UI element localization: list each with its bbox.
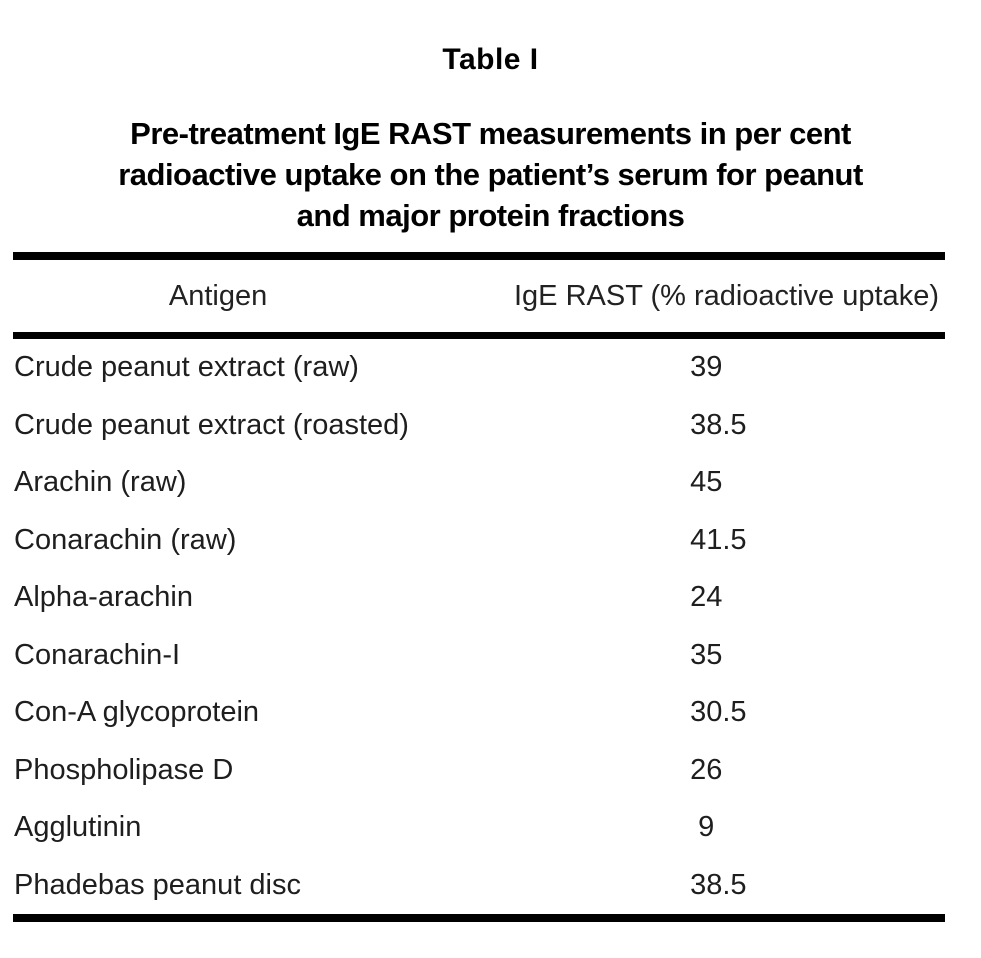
table-row: Phospholipase D 26	[13, 742, 945, 800]
table-row: Phadebas peanut disc 38.5	[13, 857, 945, 915]
top-rule	[13, 252, 945, 260]
rast-value: 45	[690, 466, 723, 499]
value-cell: 38.5	[423, 869, 945, 902]
table-row: Agglutinin 9	[13, 799, 945, 857]
antigen-cell: Arachin (raw)	[14, 466, 187, 499]
table-row: Conarachin-I 35	[13, 627, 945, 685]
column-header-ige-rast: IgE RAST (% radioactive uptake)	[513, 279, 939, 312]
value-cell: 9	[423, 811, 945, 844]
value-cell: 39	[423, 351, 945, 384]
table-label: Table I	[442, 43, 539, 76]
table-row: Crude peanut extract (roasted) 38.5	[13, 397, 945, 455]
rast-value: 24	[690, 581, 723, 614]
antigen-cell: Agglutinin	[14, 811, 142, 844]
rast-value: 39	[690, 351, 723, 384]
rast-value: 38.5	[690, 408, 747, 441]
value-cell: 38.5	[423, 409, 945, 442]
rast-value: 41.5	[690, 523, 747, 556]
table-row: Alpha-arachin 24	[13, 569, 945, 627]
rast-value: 38.5	[690, 868, 747, 901]
value-cell: 45	[423, 466, 945, 499]
value-cell: 26	[423, 754, 945, 787]
value-cell: 30.5	[423, 696, 945, 729]
table-row: Arachin (raw) 45	[13, 454, 945, 512]
antigen-cell: Alpha-arachin	[14, 581, 193, 614]
caption-line-1: Pre-treatment IgE RAST measurements in p…	[130, 116, 851, 151]
table-row: Con-A glycoprotein 30.5	[13, 684, 945, 742]
table-row: Conarachin (raw) 41.5	[13, 512, 945, 570]
value-cell: 35	[423, 639, 945, 672]
value-cell: 41.5	[423, 524, 945, 557]
rast-value: 35	[690, 638, 723, 671]
table-body: Crude peanut extract (raw) 39 Crude pean…	[13, 339, 945, 914]
table-header-row: Antigen IgE RAST (% radioactive uptake)	[13, 260, 945, 332]
caption-line-2: radioactive uptake on the patient’s seru…	[118, 157, 863, 192]
antigen-cell: Crude peanut extract (roasted)	[14, 408, 409, 441]
antigen-cell: Phospholipase D	[14, 753, 234, 786]
caption-line-3: and major protein fractions	[296, 198, 685, 233]
table-caption: Pre-treatment IgE RAST measurements in p…	[0, 113, 981, 236]
antigen-cell: Con-A glycoprotein	[14, 696, 260, 729]
antigen-cell: Conarachin (raw)	[14, 523, 237, 556]
rast-value: 9	[698, 811, 715, 844]
column-header-antigen: Antigen	[168, 279, 268, 312]
antigen-cell: Conarachin-I	[14, 638, 181, 671]
data-table: Antigen IgE RAST (% radioactive uptake) …	[13, 252, 945, 922]
table-row: Crude peanut extract (raw) 39	[13, 339, 945, 397]
value-cell: 24	[423, 581, 945, 614]
header-rule	[13, 332, 945, 339]
antigen-cell: Phadebas peanut disc	[14, 868, 301, 901]
antigen-cell: Crude peanut extract (raw)	[14, 351, 359, 384]
rast-value: 30.5	[690, 696, 747, 729]
rast-value: 26	[690, 753, 723, 786]
bottom-rule	[13, 914, 945, 922]
